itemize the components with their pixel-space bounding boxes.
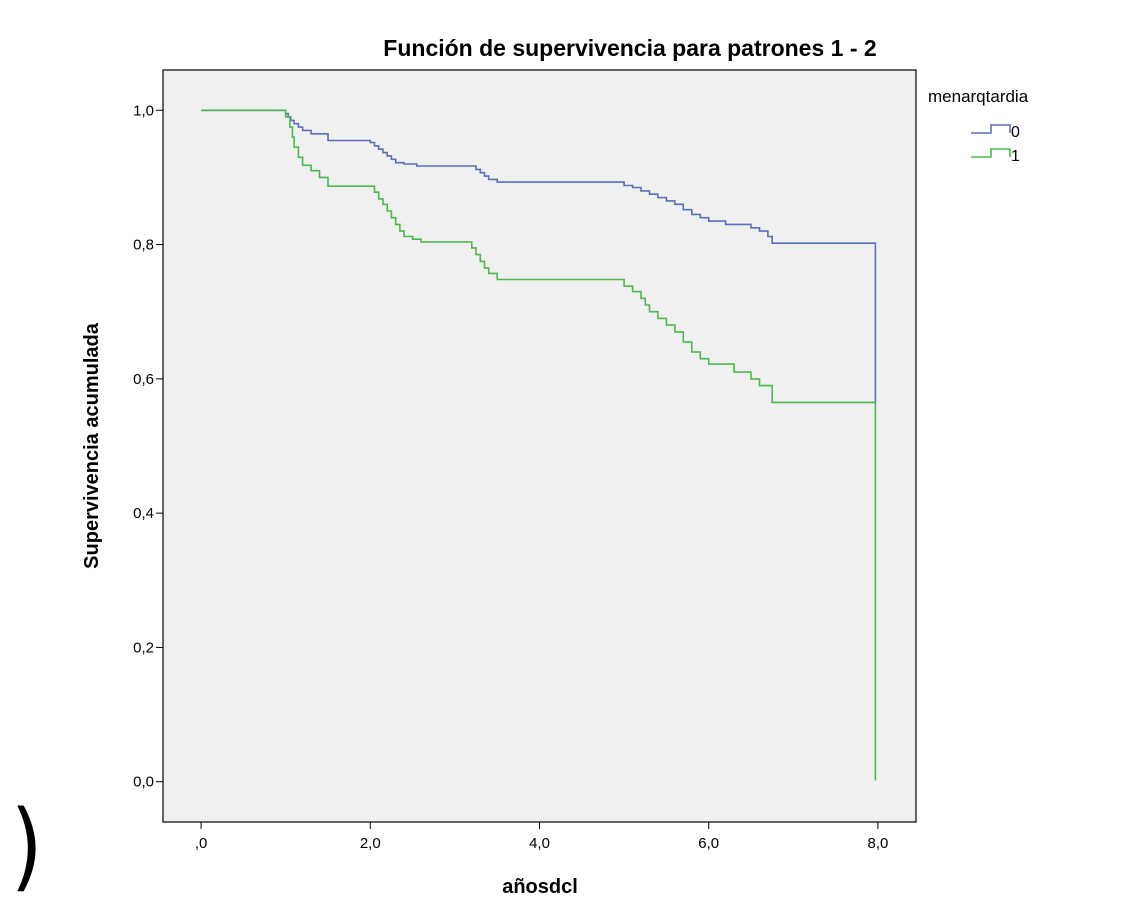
x-tick-label: ,0 — [195, 835, 208, 852]
x-tick-label: 8,0 — [867, 835, 888, 852]
x-tick-label: 4,0 — [529, 835, 550, 852]
legend-title: menarqtardia — [928, 87, 1029, 106]
x-tick-label: 2,0 — [360, 835, 381, 852]
series-lines — [201, 109, 877, 781]
y-tick-label: 0,6 — [133, 371, 154, 388]
legend-label-1: 1 — [1011, 148, 1020, 165]
y-tick-label: 1,0 — [133, 102, 154, 119]
y-tick-label: 0,2 — [133, 639, 154, 656]
series-line-1 — [201, 109, 877, 781]
legend-symbol-0 — [971, 124, 1011, 134]
chart-title: Función de supervivencia para patrones 1… — [383, 35, 876, 61]
y-tick-label: 0,4 — [133, 505, 154, 522]
stray-parenthesis: ) — [10, 790, 43, 902]
y-axis: 0,0 0,2 0,4 0,6 0,8 1,0 — [133, 102, 163, 791]
legend-symbol-1 — [971, 148, 1011, 158]
legend: menarqtardia 0 1 — [928, 87, 1029, 165]
y-tick-label: 0,8 — [133, 237, 154, 254]
y-tick-label: 0,0 — [133, 774, 154, 791]
x-axis-label: añosdcl — [502, 876, 578, 898]
series-line-0 — [201, 109, 877, 403]
x-tick-label: 6,0 — [698, 835, 719, 852]
legend-label-0: 0 — [1011, 124, 1020, 141]
x-axis: ,0 2,0 4,0 6,0 8,0 — [195, 822, 888, 852]
plot-area — [162, 69, 917, 823]
y-axis-label: Supervivencia acumulada — [81, 322, 103, 569]
